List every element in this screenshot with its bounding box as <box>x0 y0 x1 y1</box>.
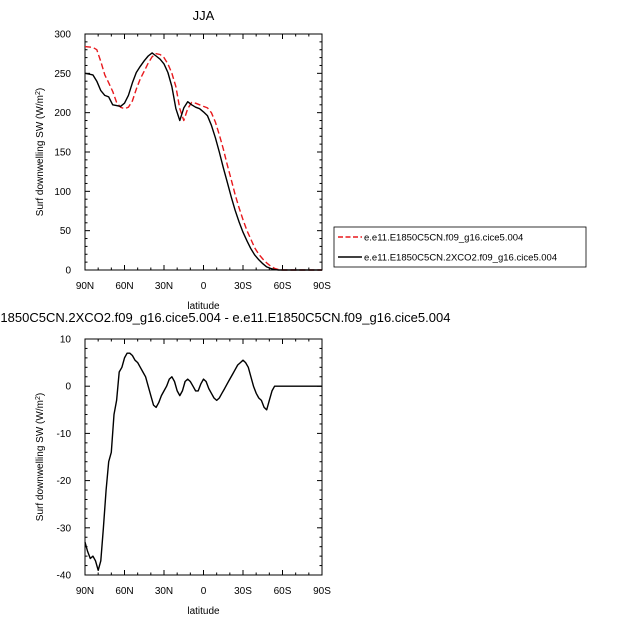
legend-label: e.e11.E1850C5CN.2XCO2.f09_g16.cice5.004 <box>364 253 557 264</box>
y-axis-label-part: Surf downwelling SW <box>35 424 46 521</box>
x-tick-label: 90N <box>76 281 94 292</box>
x-tick-label: 90N <box>76 586 94 597</box>
plot-frame <box>84 33 323 271</box>
x-tick-label: 60S <box>274 281 292 292</box>
y-tick-label: 10 <box>60 335 72 346</box>
x-tick-label: 30S <box>234 281 252 292</box>
y-axis-label-part: ) <box>35 88 46 91</box>
y-axis-label-part: Surf downwelling SW <box>35 119 46 216</box>
y-axis-label-part: (W/m <box>35 400 46 424</box>
y-axis-label-part: ) <box>35 393 46 396</box>
x-tick-label: 90S <box>313 281 331 292</box>
x-tick-label: 0 <box>201 281 207 292</box>
y-tick-label: 200 <box>54 108 71 119</box>
chart-title: e.e11.E1850C5CN.2XCO2.f09_g16.cice5.004 … <box>0 310 450 325</box>
y-tick-label: 0 <box>65 266 71 277</box>
y-axis-label-part: 2 <box>35 396 42 400</box>
chart-title: JJA <box>193 8 215 23</box>
y-tick-label: -40 <box>57 571 72 582</box>
legend-label: e.e11.E1850C5CN.f09_g16.cice5.004 <box>364 233 523 244</box>
x-tick-label: 30N <box>155 586 173 597</box>
y-tick-label: -20 <box>57 476 72 487</box>
x-axis-label: latitude <box>187 301 220 312</box>
x-tick-label: 90S <box>313 586 331 597</box>
x-axis-label: latitude <box>187 606 220 617</box>
x-tick-label: 30S <box>234 586 252 597</box>
y-tick-label: 300 <box>54 30 71 41</box>
x-tick-label: 0 <box>201 586 207 597</box>
y-tick-label: 150 <box>54 148 71 159</box>
chart-panel-1: JJA 0 50 100 150 200 250 300 90N 60N 30N 0 30S 60S 90S… <box>35 8 587 312</box>
y-tick-label: -10 <box>57 429 72 440</box>
y-axis-label: Surf downwelling SW (W/m2) <box>35 88 47 216</box>
y-axis-label-part: (W/m <box>35 95 46 119</box>
plot-frame <box>84 338 323 576</box>
series-line-2 <box>84 52 322 271</box>
x-tick-label: 60N <box>115 281 133 292</box>
y-tick-label: -30 <box>57 523 72 534</box>
series-line-1 <box>84 45 322 271</box>
chart-panel-2: e.e11.E1850C5CN.2XCO2.f09_g16.cice5.004 … <box>0 310 450 617</box>
x-tick-label: 60N <box>115 586 133 597</box>
series-line-1 <box>84 352 322 571</box>
legend: e.e11.E1850C5CN.f09_g16.cice5.004 e.e11.E… <box>333 226 587 268</box>
y-axis-label-part: 2 <box>35 91 42 95</box>
y-tick-label: 0 <box>65 382 71 393</box>
x-tick-label: 60S <box>274 586 292 597</box>
y-tick-label: 50 <box>60 226 72 237</box>
x-tick-label: 30N <box>155 281 173 292</box>
legend-box <box>333 226 587 268</box>
y-axis-label: Surf downwelling SW (W/m2) <box>35 393 47 521</box>
y-tick-label: 100 <box>54 187 71 198</box>
y-tick-label: 250 <box>54 69 71 80</box>
